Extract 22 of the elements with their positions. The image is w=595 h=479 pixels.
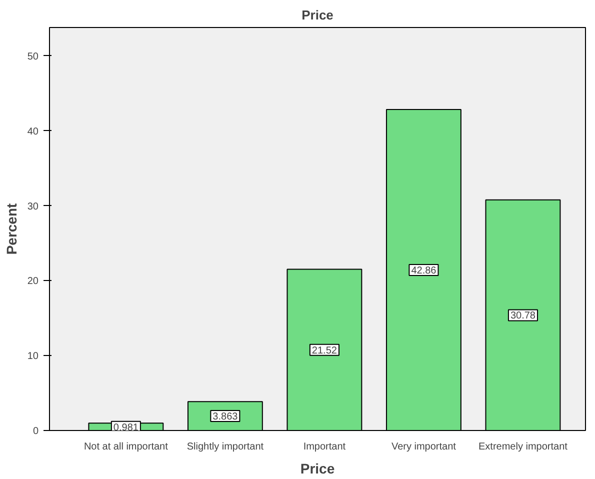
x-axis-title: Price [300, 460, 335, 476]
y-tick-label: 50 [27, 51, 39, 62]
data-label: 21.52 [312, 345, 338, 356]
bar [485, 199, 561, 430]
x-tick-label: Important [303, 442, 346, 452]
bar [386, 108, 462, 430]
x-tick-label: Very important [391, 442, 456, 452]
y-tick-label: 0 [32, 426, 39, 437]
x-tick-label: Slightly important [186, 442, 264, 452]
y-tick-label: 20 [27, 276, 39, 288]
chart-title: Price [302, 8, 334, 22]
x-tick-label: Not at all important [84, 442, 168, 452]
y-axis-title: Percent [3, 202, 20, 255]
data-label: 30.78 [510, 310, 536, 322]
data-label: 42.86 [411, 265, 437, 276]
y-tick-label: 30 [27, 201, 39, 212]
data-label: 0.981 [113, 422, 139, 434]
data-label: 3.863 [212, 412, 238, 423]
y-tick-label: 40 [27, 126, 39, 138]
y-tick-label: 10 [27, 351, 39, 362]
bar [286, 268, 362, 430]
x-tick-label: Extremely important [478, 442, 568, 452]
